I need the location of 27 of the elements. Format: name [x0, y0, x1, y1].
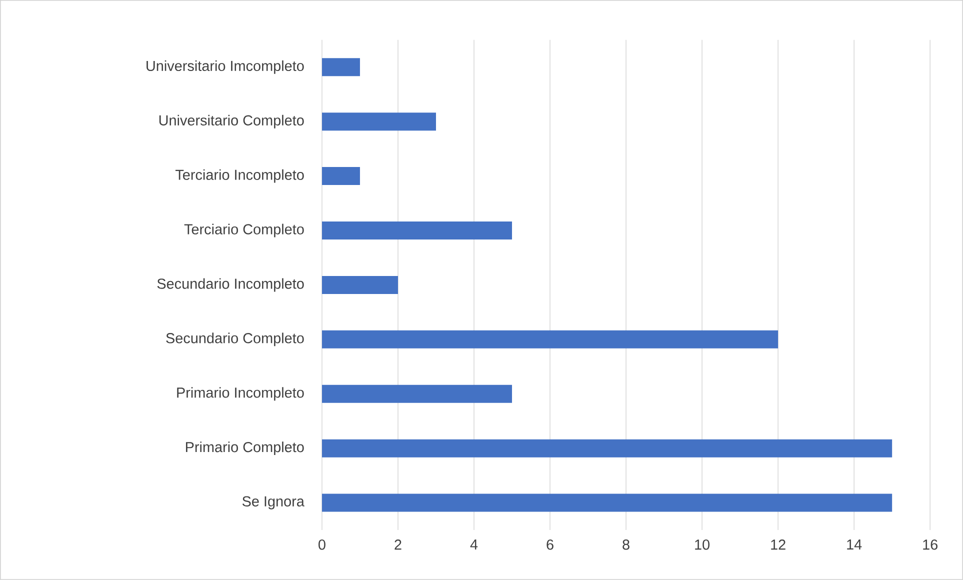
bar	[322, 167, 360, 186]
x-tick-label: 0	[318, 540, 326, 550]
bar	[322, 384, 512, 403]
x-tick-label: 2	[394, 540, 402, 550]
x-tick-label: 4	[470, 540, 478, 550]
y-tick-label: Universitario Imcompleto	[146, 60, 304, 74]
bar	[322, 222, 512, 240]
x-tick-label: 6	[546, 540, 554, 550]
y-tick-label: Se Ignora	[242, 496, 304, 510]
x-tick-label: 16	[923, 540, 938, 550]
y-tick-label: Terciario Incompleto	[175, 169, 304, 183]
bar	[322, 439, 892, 458]
y-tick-label: Secundario Incompleto	[157, 278, 304, 292]
x-tick-label: 10	[695, 540, 710, 550]
x-tick-label: 12	[771, 540, 786, 550]
bar	[322, 276, 398, 294]
x-tick-label: 8	[622, 540, 630, 550]
y-tick-label: Primario Incompleto	[177, 387, 304, 401]
bar	[322, 330, 778, 348]
y-tick-label: Terciario Completo	[184, 224, 304, 238]
y-tick-label: Primario Completo	[186, 442, 304, 456]
x-tick-label: 14	[847, 540, 862, 550]
bar	[322, 494, 892, 512]
y-tick-label: Secundario Completo	[166, 332, 304, 346]
bar	[322, 112, 436, 131]
bar	[322, 58, 360, 76]
y-tick-label: Universitario Completo	[159, 114, 304, 128]
